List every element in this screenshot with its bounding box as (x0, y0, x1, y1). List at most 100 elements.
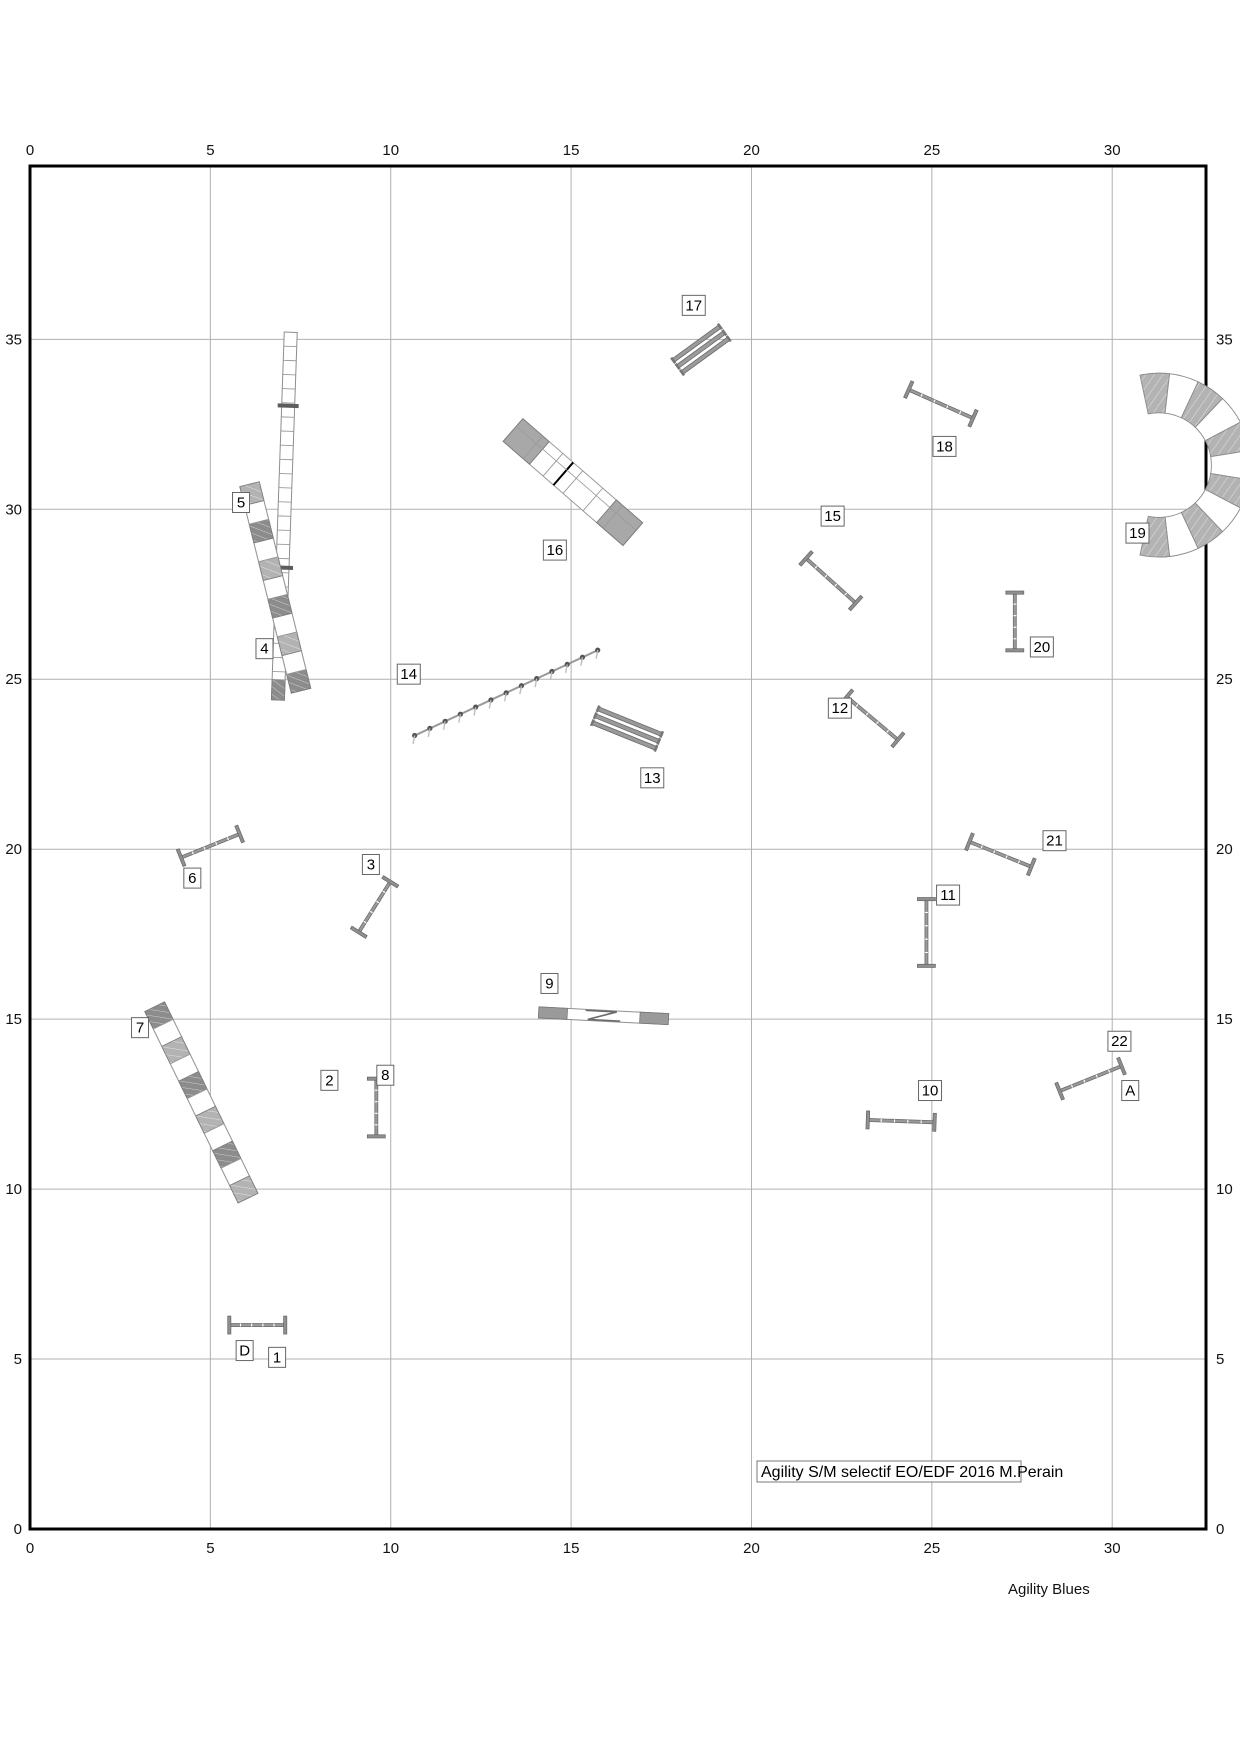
obstacle-jump-10 (865, 1110, 937, 1132)
obstacle-label-text: 8 (381, 1067, 389, 1084)
x-tick-label: 5 (206, 1540, 214, 1557)
obstacle-number-labels: 1 D 2 8 3 4 5 6 7 9 10 11 12 13 14 15 16 17 18 19 20 21 22 A (131, 294, 1150, 1368)
obstacle-label-14[interactable]: 14 (396, 663, 421, 685)
obstacle-label-9[interactable]: 9 (540, 972, 559, 994)
obstacle-label-text: 11 (940, 887, 956, 904)
obstacle-label-text: 18 (936, 438, 953, 455)
x-tick-label: 0 (26, 1540, 34, 1557)
obstacle-label-text: 19 (1129, 525, 1146, 542)
y-tick-label: 25 (1216, 671, 1233, 688)
x-tick-label: 30 (1104, 1540, 1121, 1557)
obstacle-label-22[interactable]: 22 (1107, 1030, 1132, 1052)
obstacle-label-13[interactable]: 13 (640, 767, 665, 789)
y-tick-label: 10 (5, 1181, 22, 1198)
obstacle-label-text: 2 (325, 1072, 333, 1089)
x-tick-label: 20 (743, 1540, 760, 1557)
x-tick-label: 15 (563, 1540, 580, 1557)
obstacle-label-7[interactable]: 7 (131, 1017, 150, 1039)
obstacle-label-15[interactable]: 15 (820, 505, 845, 527)
obstacle-tunnel-19 (1139, 372, 1240, 558)
y-tick-label: 20 (1216, 841, 1233, 858)
y-tick-label: 0 (1216, 1521, 1224, 1538)
obstacle-label-19[interactable]: 19 (1125, 522, 1150, 544)
footer-credit: Agility Blues (1008, 1581, 1090, 1598)
obstacle-label-5[interactable]: 5 (232, 492, 251, 514)
obstacle-label-3[interactable]: 3 (361, 853, 380, 875)
obstacle-label-text: D (239, 1343, 250, 1360)
obstacle-jump-22 (1054, 1056, 1127, 1101)
x-tick-label: 25 (923, 1540, 940, 1557)
obstacle-label-text: 14 (400, 666, 417, 683)
obstacles (144, 323, 1240, 1335)
obstacle-label-D[interactable]: D (235, 1340, 254, 1362)
y-tick-label: 35 (5, 331, 22, 348)
obstacle-label-text: 4 (260, 641, 268, 658)
obstacle-label-2[interactable]: 2 (320, 1069, 339, 1091)
obstacle-label-10[interactable]: 10 (918, 1080, 943, 1102)
obstacle-label-8[interactable]: 8 (376, 1064, 395, 1086)
y-tick-label: 35 (1216, 331, 1233, 348)
obstacle-label-A[interactable]: A (1121, 1080, 1140, 1102)
y-tick-label: 30 (5, 501, 22, 518)
y-tick-label: 25 (5, 671, 22, 688)
obstacle-jump-3 (349, 875, 400, 939)
obstacle-label-17[interactable]: 17 (681, 294, 706, 316)
course-title: Agility S/M selectif EO/EDF 2016 M.Perai… (761, 1464, 1063, 1481)
obstacle-longjump-17 (670, 323, 732, 377)
obstacle-label-16[interactable]: 16 (542, 539, 567, 561)
title-box: Agility S/M selectif EO/EDF 2016 M.Perai… (756, 1460, 1063, 1483)
obstacle-jump-8 (366, 1076, 386, 1139)
obstacle-jump-21 (964, 832, 1037, 877)
obstacle-label-text: 12 (832, 700, 849, 717)
x-tick-label: 0 (26, 142, 34, 159)
obstacle-label-text: 22 (1111, 1033, 1128, 1050)
y-tick-label: 10 (1216, 1181, 1233, 1198)
obstacle-label-text: 17 (685, 297, 702, 314)
obstacle-longjump-13 (589, 705, 665, 752)
x-tick-label: 25 (923, 142, 940, 159)
obstacle-label-12[interactable]: 12 (827, 697, 852, 719)
obstacle-label-text: 13 (644, 770, 661, 787)
obstacle-label-text: 5 (237, 494, 245, 511)
obstacle-label-20[interactable]: 20 (1029, 636, 1054, 658)
obstacle-label-text: 7 (136, 1020, 144, 1037)
grid-lines (30, 166, 1206, 1529)
obstacle-label-11[interactable]: 11 (936, 884, 961, 906)
obstacle-label-4[interactable]: 4 (255, 638, 274, 660)
obstacle-label-1[interactable]: 1 (268, 1346, 287, 1368)
x-tick-label: 10 (382, 1540, 399, 1557)
obstacle-tire-9 (537, 1006, 670, 1026)
obstacle-weave-line-14 (412, 647, 601, 745)
obstacle-label-6[interactable]: 6 (183, 867, 202, 889)
obstacle-jump-15 (798, 550, 864, 612)
y-tick-label: 20 (5, 841, 22, 858)
x-tick-label: 10 (382, 142, 399, 159)
obstacle-label-text: 20 (1034, 639, 1051, 656)
obstacle-label-text: 9 (545, 975, 553, 992)
x-tick-label: 5 (206, 142, 214, 159)
y-tick-label: 15 (1216, 1011, 1233, 1028)
obstacle-label-text: 1 (273, 1349, 281, 1366)
x-tick-label: 15 (563, 142, 580, 159)
obstacle-jump-1 (227, 1315, 288, 1335)
obstacle-jump-6 (175, 824, 245, 868)
obstacle-label-text: 21 (1046, 833, 1063, 850)
obstacle-label-text: 15 (824, 508, 841, 525)
obstacle-dogwalk-5 (239, 481, 312, 694)
y-tick-label: 15 (5, 1011, 22, 1028)
x-tick-label: 20 (743, 142, 760, 159)
obstacle-aframe-7 (144, 1001, 259, 1204)
obstacle-jump-18 (903, 380, 979, 428)
plot-frame (28, 164, 1208, 1531)
y-tick-label: 5 (1216, 1351, 1224, 1368)
obstacle-jump-20 (1005, 590, 1025, 653)
obstacle-label-text: 10 (922, 1082, 939, 1099)
obstacle-label-18[interactable]: 18 (932, 435, 957, 457)
obstacle-label-text: 16 (547, 542, 564, 559)
obstacle-label-text: A (1125, 1082, 1135, 1099)
obstacle-label-text: 6 (188, 870, 196, 887)
obstacle-label-21[interactable]: 21 (1042, 830, 1067, 852)
x-tick-label: 30 (1104, 142, 1121, 159)
